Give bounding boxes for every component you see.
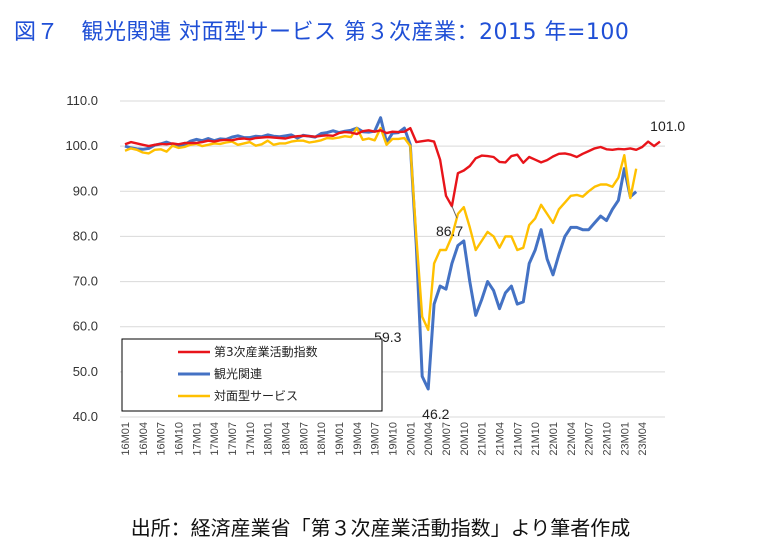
x-tick-label: 16M10	[174, 422, 186, 456]
x-tick-label: 20M01	[405, 422, 417, 456]
y-tick-label: 50.0	[73, 364, 98, 379]
x-tick-label: 17M01	[191, 422, 203, 456]
x-tick-label: 18M04	[281, 422, 293, 456]
y-tick-label: 70.0	[73, 274, 98, 289]
x-tick-label: 20M10	[459, 422, 471, 456]
y-tick-label: 90.0	[73, 183, 98, 198]
annotation-label: 95.0	[650, 0, 677, 3]
x-tick-label: 22M01	[548, 422, 560, 456]
x-axis-ticks: 16M01 16M04 16M07 16M10 17M01 17M04 17M07 17M10…	[120, 422, 649, 456]
x-tick-label: 16M01	[120, 422, 132, 456]
x-tick-label: 19M01	[334, 422, 346, 456]
series-lines	[124, 116, 661, 391]
x-tick-label: 16M04	[138, 422, 150, 456]
x-tick-label: 20M07	[441, 422, 453, 456]
x-tick-label: 20M04	[423, 422, 435, 456]
x-tick-label: 21M04	[495, 422, 507, 456]
gridlines	[120, 100, 665, 418]
annotation-label: 89.9	[650, 0, 677, 3]
x-tick-label: 21M07	[512, 422, 524, 456]
x-tick-label: 21M01	[477, 422, 489, 456]
legend-box	[121, 338, 383, 412]
x-tick-label: 19M10	[388, 422, 400, 456]
x-tick-label: 17M07	[227, 422, 239, 456]
y-tick-label: 60.0	[73, 319, 98, 334]
x-tick-label: 22M07	[584, 422, 596, 456]
x-tick-label: 18M07	[298, 422, 310, 456]
y-axis-ticks: 110.0 100.0 90.0 80.0 70.0 60.0 50.0 40.0	[65, 93, 98, 424]
legend-label: 観光関連	[214, 367, 262, 381]
figure-title: 図７ 観光関連 対面型サービス 第３次産業：2015 年=100	[14, 20, 630, 45]
x-tick-label: 23M01	[619, 422, 631, 456]
legend-label: 第3次産業活動指数	[214, 344, 318, 359]
x-tick-label: 23M04	[637, 422, 649, 456]
annotation-label: 46.2	[422, 406, 449, 422]
x-tick-label: 19M07	[370, 422, 382, 456]
y-tick-label: 40.0	[73, 409, 98, 424]
x-tick-label: 21M10	[530, 422, 542, 456]
annotation-leader	[451, 205, 458, 219]
y-tick-label: 80.0	[73, 228, 98, 243]
x-tick-label: 16M07	[156, 422, 168, 456]
x-tick-label: 18M10	[316, 422, 328, 456]
x-tick-label: 17M10	[245, 422, 257, 456]
y-tick-label: 110.0	[66, 93, 98, 108]
annotation-label: 101.0	[650, 118, 685, 134]
series-line-1	[124, 116, 638, 391]
x-tick-label: 22M04	[566, 422, 578, 456]
x-tick-label: 18M01	[263, 422, 275, 456]
series-line-0	[124, 126, 661, 208]
series-line-2	[124, 126, 638, 332]
legend-label: 対面型サービス	[214, 389, 298, 403]
x-tick-label: 19M04	[352, 422, 364, 456]
x-tick-label: 22M10	[602, 422, 614, 456]
annotation-label: 86.7	[436, 223, 463, 239]
x-tick-label: 17M04	[209, 422, 221, 456]
line-chart: 110.0 100.0 90.0 80.0 70.0 60.0 50.0 40.0 16M01…	[65, 0, 685, 456]
y-tick-label: 100.0	[65, 138, 98, 153]
source-caption: 出所：経済産業省「第３次産業活動指数」より筆者作成	[130, 516, 631, 540]
